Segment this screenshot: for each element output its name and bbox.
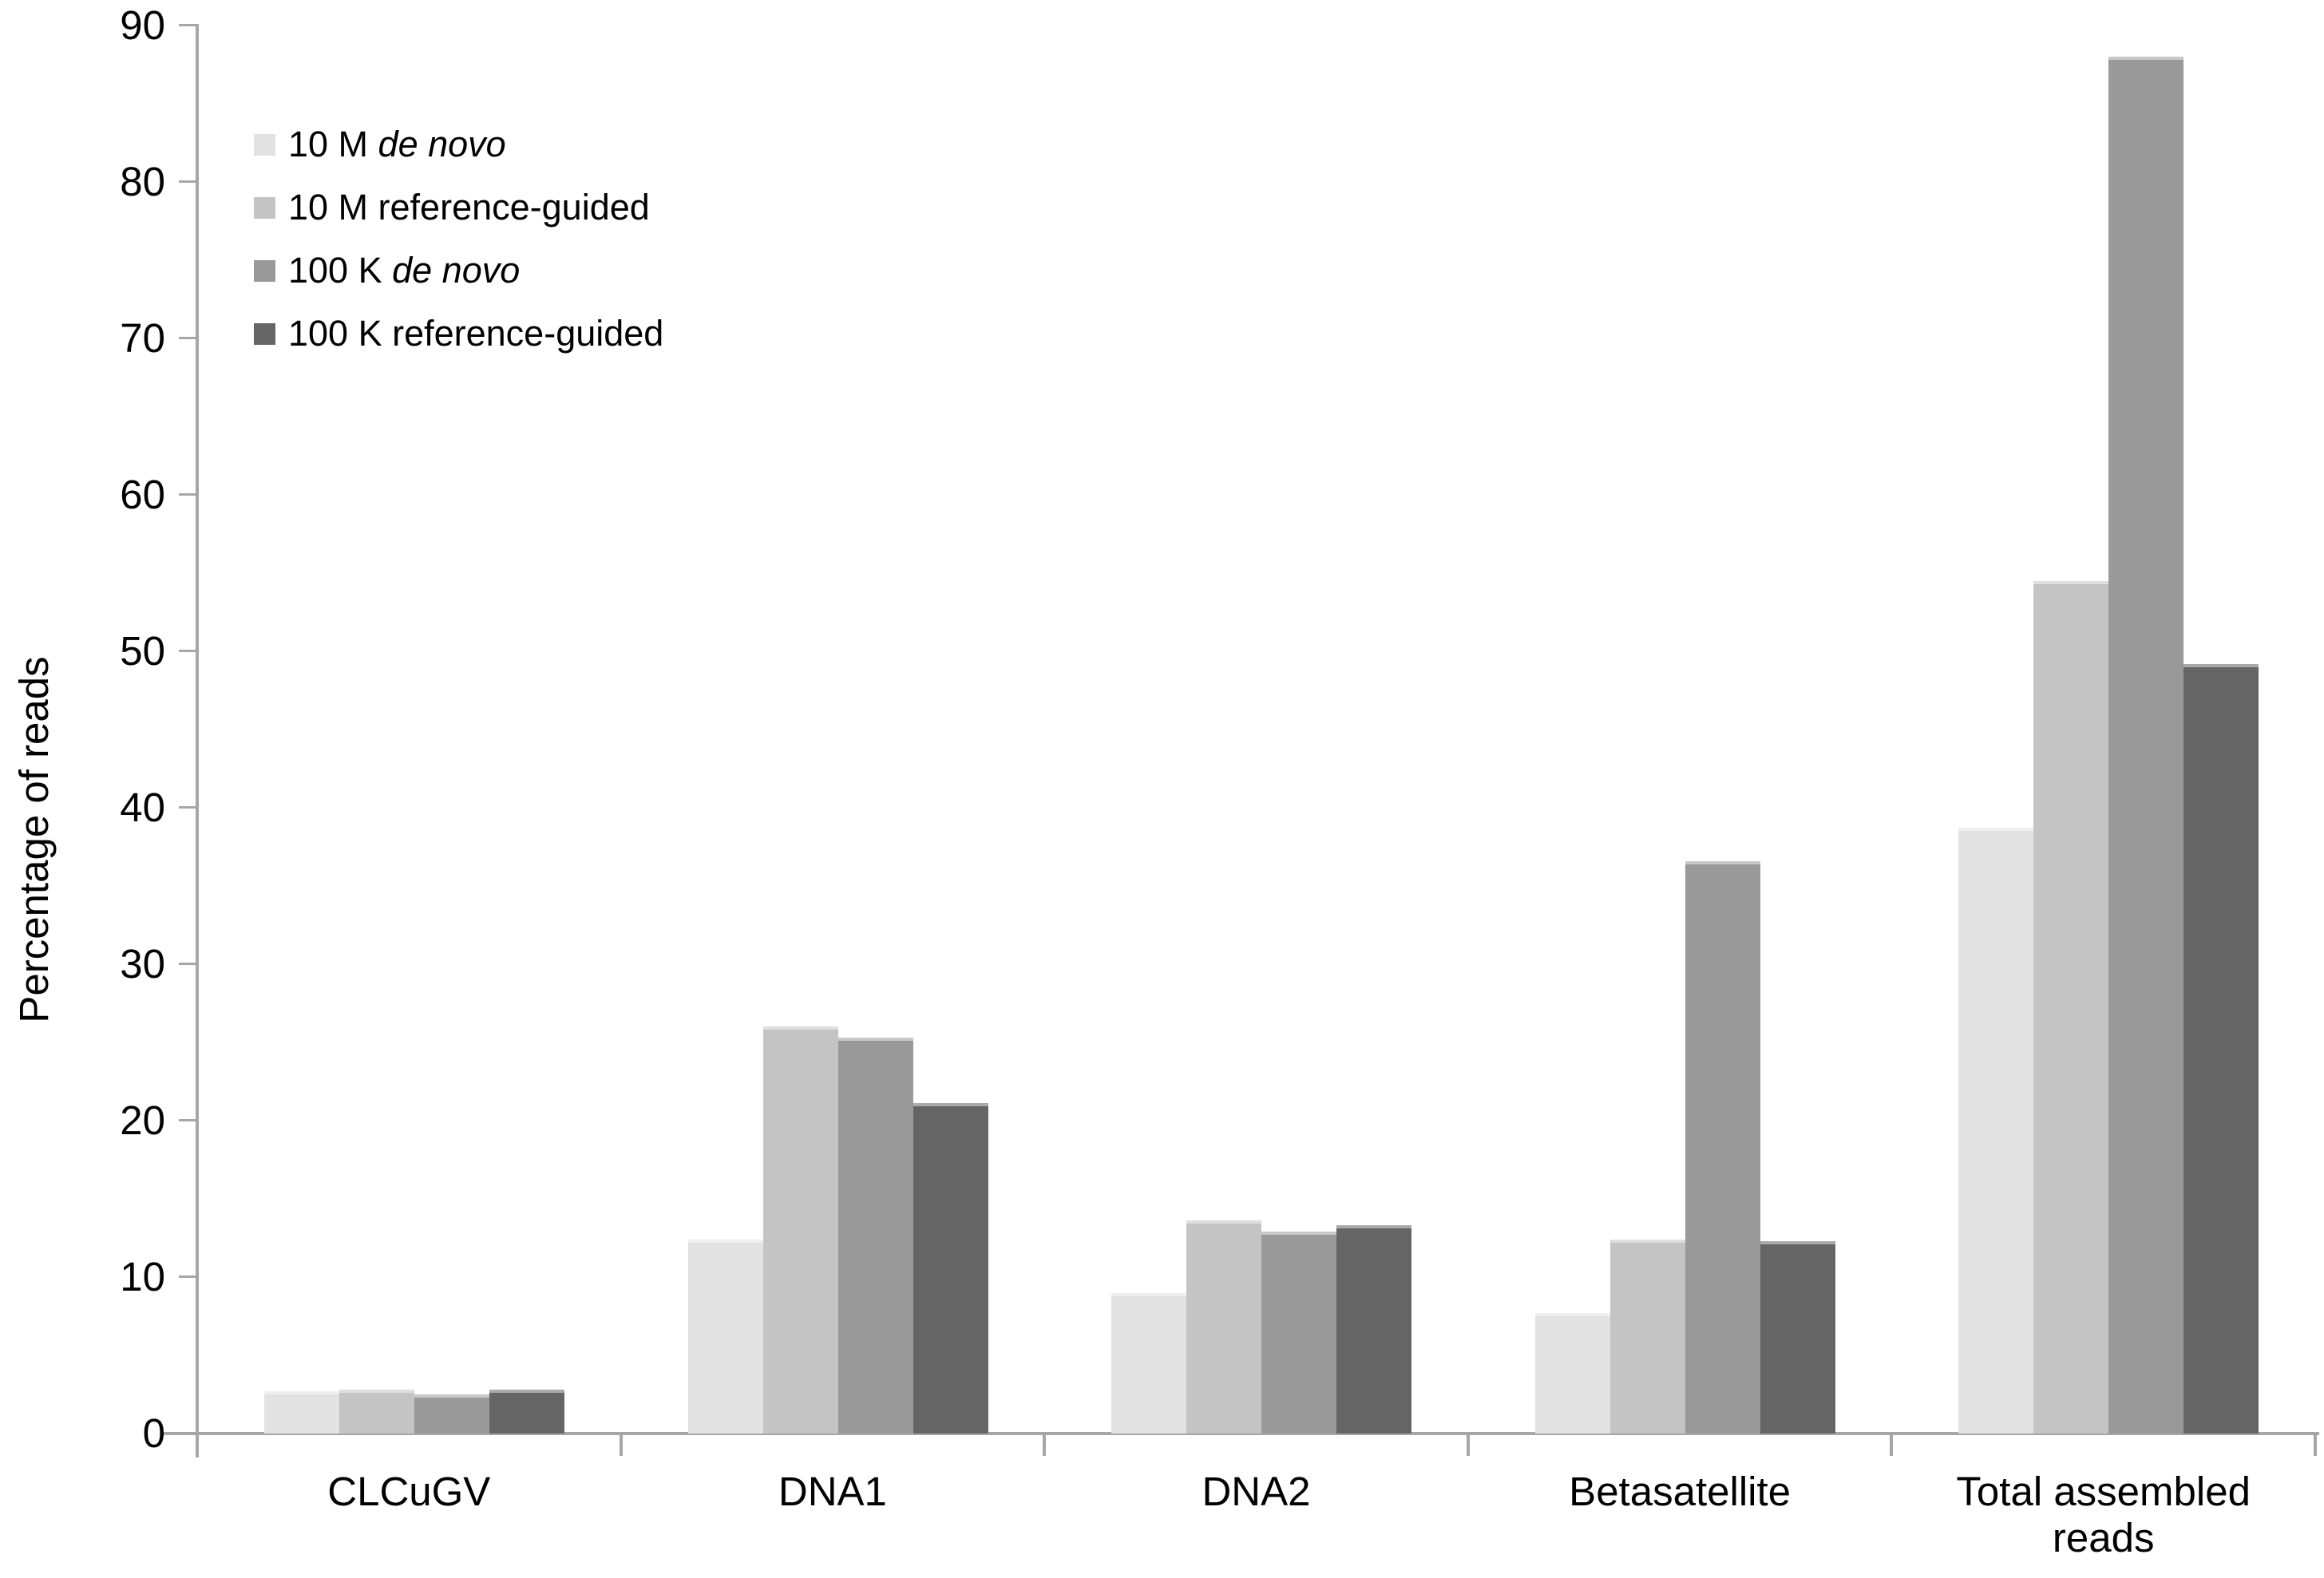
bar [414,1394,489,1434]
x-tick-mark [2314,1434,2317,1456]
bar [1685,861,1760,1434]
bar [913,1103,988,1434]
legend-item: 100 K de novo [254,250,663,291]
bar [489,1390,564,1434]
y-tick-mark [179,337,198,339]
legend-item: 10 M de novo [254,124,663,165]
bar [264,1391,339,1434]
category-label: Betasatellite [1569,1469,1791,1514]
bar [2033,581,2108,1434]
y-tick-label: 30 [120,941,165,987]
category-label: CLCuGV [327,1469,491,1514]
y-tick-label: 20 [120,1097,165,1143]
legend-label-italic-text: de novo [378,124,506,164]
legend-swatch [254,322,275,345]
y-axis-line [196,24,199,1457]
bar [763,1026,838,1434]
bar [1958,828,2033,1434]
legend-swatch [254,133,275,156]
bar [2108,57,2183,1434]
y-tick-label: 50 [120,628,165,674]
y-tick-mark [179,1275,198,1278]
bar [1760,1241,1835,1434]
legend-label-text: 100 K [288,250,393,291]
y-tick-mark [179,493,198,496]
x-tick-mark [1890,1434,1894,1456]
category-label: DNA1 [778,1469,887,1514]
y-tick-mark [179,24,198,26]
y-tick-label: 40 [120,785,165,830]
y-tick-mark [179,963,198,965]
legend-swatch [254,259,275,282]
y-tick-label: 90 [120,2,165,48]
bar [339,1390,414,1434]
legend-label-text: 10 M reference-guided [288,187,650,227]
x-tick-mark [1043,1434,1047,1456]
y-tick-mark [179,1432,198,1434]
legend-label: 10 M de novo [288,124,506,165]
y-tick-label: 80 [120,159,165,204]
y-tick-label: 70 [120,315,165,361]
legend-label-italic-text: de novo [392,250,521,291]
x-tick-mark [1466,1434,1470,1456]
legend-label-text: 100 K reference-guided [288,313,664,354]
y-tick-label: 10 [120,1254,165,1299]
legend: 10 M de novo 10 M reference-guided 100 K d… [254,124,663,378]
x-axis-line [164,1432,2319,1435]
y-tick-mark [179,1119,198,1121]
bar [1186,1220,1261,1434]
y-axis-title: Percentage of reads [11,656,57,1023]
x-tick-mark [196,1434,199,1456]
y-tick-label: 60 [120,472,165,517]
legend-item: 10 M reference-guided [254,187,663,228]
y-tick-mark [179,806,198,809]
legend-label: 100 K reference-guided [288,313,663,354]
bar [1336,1225,1411,1434]
legend-label: 100 K de novo [288,250,520,291]
x-tick-mark [619,1434,623,1456]
bar [1535,1313,1610,1434]
bar [1610,1240,1685,1434]
y-tick-mark [179,180,198,183]
legend-item: 100 K reference-guided [254,313,663,354]
category-label: DNA2 [1202,1469,1311,1514]
y-tick-label: 0 [142,1410,165,1456]
legend-label: 10 M reference-guided [288,187,650,228]
bar [838,1038,913,1434]
bar [1111,1293,1186,1434]
bar [688,1240,763,1434]
legend-swatch [254,196,275,219]
y-tick-mark [179,650,198,652]
category-label: Total assembled reads [1956,1469,2251,1560]
bar [2183,664,2259,1434]
bar [1261,1232,1336,1434]
legend-label-text: 10 M [288,124,378,164]
